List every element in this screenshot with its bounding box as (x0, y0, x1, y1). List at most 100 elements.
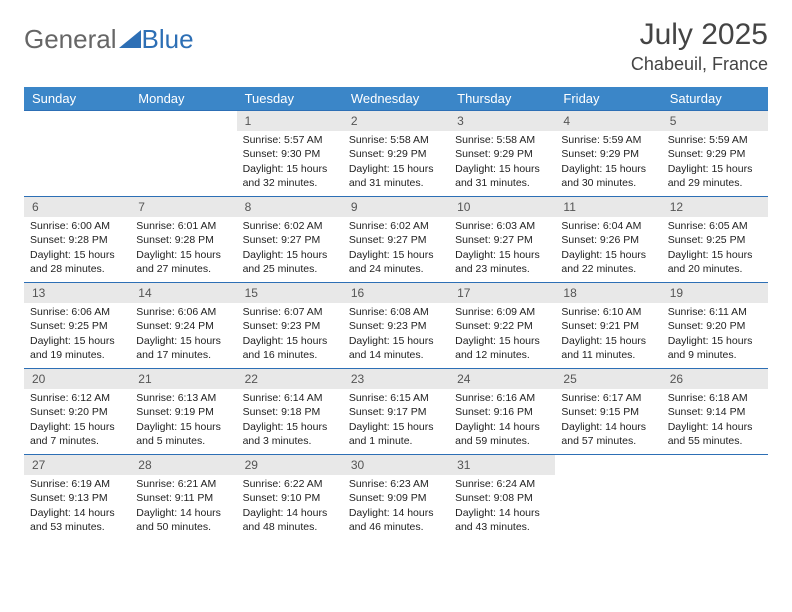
day-number: 1 (237, 111, 343, 131)
day-details: Sunrise: 6:13 AMSunset: 9:19 PMDaylight:… (130, 389, 236, 452)
logo-text-1: General (24, 24, 117, 55)
title-block: July 2025 Chabeuil, France (631, 18, 768, 75)
sunset-text: Sunset: 9:30 PM (243, 147, 337, 161)
sunrise-text: Sunrise: 6:07 AM (243, 305, 337, 319)
sunrise-text: Sunrise: 5:59 AM (561, 133, 655, 147)
calendar-day-cell: 28Sunrise: 6:21 AMSunset: 9:11 PMDayligh… (130, 455, 236, 541)
daylight-text: Daylight: 15 hours and 25 minutes. (243, 248, 337, 276)
calendar-week-row: 20Sunrise: 6:12 AMSunset: 9:20 PMDayligh… (24, 369, 768, 455)
calendar-day-cell: 23Sunrise: 6:15 AMSunset: 9:17 PMDayligh… (343, 369, 449, 455)
calendar-day-cell: 6Sunrise: 6:00 AMSunset: 9:28 PMDaylight… (24, 197, 130, 283)
sunset-text: Sunset: 9:14 PM (668, 405, 762, 419)
day-number: 20 (24, 369, 130, 389)
daylight-text: Daylight: 14 hours and 48 minutes. (243, 506, 337, 534)
calendar-day-cell: 18Sunrise: 6:10 AMSunset: 9:21 PMDayligh… (555, 283, 661, 369)
sunset-text: Sunset: 9:25 PM (668, 233, 762, 247)
calendar-day-cell: 27Sunrise: 6:19 AMSunset: 9:13 PMDayligh… (24, 455, 130, 541)
sunset-text: Sunset: 9:10 PM (243, 491, 337, 505)
day-number: 23 (343, 369, 449, 389)
weekday-header: Monday (130, 87, 236, 111)
calendar-page: General Blue July 2025 Chabeuil, France … (0, 0, 792, 559)
sunset-text: Sunset: 9:08 PM (455, 491, 549, 505)
daylight-text: Daylight: 15 hours and 1 minute. (349, 420, 443, 448)
sunset-text: Sunset: 9:27 PM (243, 233, 337, 247)
day-details: Sunrise: 6:02 AMSunset: 9:27 PMDaylight:… (343, 217, 449, 280)
daylight-text: Daylight: 15 hours and 20 minutes. (668, 248, 762, 276)
daylight-text: Daylight: 15 hours and 32 minutes. (243, 162, 337, 190)
sunset-text: Sunset: 9:11 PM (136, 491, 230, 505)
weekday-header: Friday (555, 87, 661, 111)
calendar-day-cell: 7Sunrise: 6:01 AMSunset: 9:28 PMDaylight… (130, 197, 236, 283)
sunset-text: Sunset: 9:20 PM (668, 319, 762, 333)
calendar-empty-cell (130, 111, 236, 197)
day-details: Sunrise: 6:22 AMSunset: 9:10 PMDaylight:… (237, 475, 343, 538)
calendar-day-cell: 14Sunrise: 6:06 AMSunset: 9:24 PMDayligh… (130, 283, 236, 369)
daylight-text: Daylight: 14 hours and 55 minutes. (668, 420, 762, 448)
day-number: 16 (343, 283, 449, 303)
day-number: 2 (343, 111, 449, 131)
sunset-text: Sunset: 9:29 PM (455, 147, 549, 161)
day-number: 8 (237, 197, 343, 217)
day-details: Sunrise: 6:18 AMSunset: 9:14 PMDaylight:… (662, 389, 768, 452)
day-details: Sunrise: 6:03 AMSunset: 9:27 PMDaylight:… (449, 217, 555, 280)
day-details: Sunrise: 6:23 AMSunset: 9:09 PMDaylight:… (343, 475, 449, 538)
daylight-text: Daylight: 15 hours and 16 minutes. (243, 334, 337, 362)
sunrise-text: Sunrise: 6:12 AM (30, 391, 124, 405)
calendar-day-cell: 16Sunrise: 6:08 AMSunset: 9:23 PMDayligh… (343, 283, 449, 369)
calendar-day-cell: 5Sunrise: 5:59 AMSunset: 9:29 PMDaylight… (662, 111, 768, 197)
sunrise-text: Sunrise: 6:21 AM (136, 477, 230, 491)
day-details: Sunrise: 6:17 AMSunset: 9:15 PMDaylight:… (555, 389, 661, 452)
day-details: Sunrise: 6:00 AMSunset: 9:28 PMDaylight:… (24, 217, 130, 280)
day-number: 15 (237, 283, 343, 303)
sunrise-text: Sunrise: 6:08 AM (349, 305, 443, 319)
calendar-body: 1Sunrise: 5:57 AMSunset: 9:30 PMDaylight… (24, 111, 768, 541)
day-details: Sunrise: 6:21 AMSunset: 9:11 PMDaylight:… (130, 475, 236, 538)
day-details: Sunrise: 5:58 AMSunset: 9:29 PMDaylight:… (343, 131, 449, 194)
sunset-text: Sunset: 9:23 PM (243, 319, 337, 333)
calendar-day-cell: 31Sunrise: 6:24 AMSunset: 9:08 PMDayligh… (449, 455, 555, 541)
sunrise-text: Sunrise: 6:23 AM (349, 477, 443, 491)
calendar-day-cell: 29Sunrise: 6:22 AMSunset: 9:10 PMDayligh… (237, 455, 343, 541)
calendar-day-cell: 9Sunrise: 6:02 AMSunset: 9:27 PMDaylight… (343, 197, 449, 283)
sunrise-text: Sunrise: 5:58 AM (455, 133, 549, 147)
calendar-empty-cell (24, 111, 130, 197)
sunset-text: Sunset: 9:22 PM (455, 319, 549, 333)
calendar-week-row: 6Sunrise: 6:00 AMSunset: 9:28 PMDaylight… (24, 197, 768, 283)
day-number: 11 (555, 197, 661, 217)
day-number: 18 (555, 283, 661, 303)
calendar-week-row: 13Sunrise: 6:06 AMSunset: 9:25 PMDayligh… (24, 283, 768, 369)
daylight-text: Daylight: 15 hours and 9 minutes. (668, 334, 762, 362)
logo: General Blue (24, 18, 194, 55)
month-title: July 2025 (631, 18, 768, 52)
day-details: Sunrise: 6:15 AMSunset: 9:17 PMDaylight:… (343, 389, 449, 452)
sunset-text: Sunset: 9:18 PM (243, 405, 337, 419)
day-number: 31 (449, 455, 555, 475)
calendar-day-cell: 25Sunrise: 6:17 AMSunset: 9:15 PMDayligh… (555, 369, 661, 455)
day-details: Sunrise: 5:59 AMSunset: 9:29 PMDaylight:… (555, 131, 661, 194)
day-details: Sunrise: 6:12 AMSunset: 9:20 PMDaylight:… (24, 389, 130, 452)
day-details: Sunrise: 6:16 AMSunset: 9:16 PMDaylight:… (449, 389, 555, 452)
sunrise-text: Sunrise: 5:57 AM (243, 133, 337, 147)
sunset-text: Sunset: 9:09 PM (349, 491, 443, 505)
day-number: 6 (24, 197, 130, 217)
day-details: Sunrise: 6:01 AMSunset: 9:28 PMDaylight:… (130, 217, 236, 280)
sunset-text: Sunset: 9:29 PM (561, 147, 655, 161)
weekday-header: Saturday (662, 87, 768, 111)
calendar-day-cell: 1 Sunrise: 5:57 AMSunset: 9:30 PMDaylight… (237, 111, 343, 197)
sunrise-text: Sunrise: 6:09 AM (455, 305, 549, 319)
day-details: Sunrise: 6:24 AMSunset: 9:08 PMDaylight:… (449, 475, 555, 538)
sunset-text: Sunset: 9:29 PM (349, 147, 443, 161)
day-number: 7 (130, 197, 236, 217)
calendar-day-cell: 2Sunrise: 5:58 AMSunset: 9:29 PMDaylight… (343, 111, 449, 197)
sunset-text: Sunset: 9:19 PM (136, 405, 230, 419)
day-number: 5 (662, 111, 768, 131)
sunrise-text: Sunrise: 6:01 AM (136, 219, 230, 233)
location: Chabeuil, France (631, 54, 768, 75)
day-number: 29 (237, 455, 343, 475)
sunrise-text: Sunrise: 6:19 AM (30, 477, 124, 491)
sunset-text: Sunset: 9:21 PM (561, 319, 655, 333)
calendar-day-cell: 8Sunrise: 6:02 AMSunset: 9:27 PMDaylight… (237, 197, 343, 283)
calendar-day-cell: 10Sunrise: 6:03 AMSunset: 9:27 PMDayligh… (449, 197, 555, 283)
sunrise-text: Sunrise: 6:17 AM (561, 391, 655, 405)
calendar-empty-cell (555, 455, 661, 541)
